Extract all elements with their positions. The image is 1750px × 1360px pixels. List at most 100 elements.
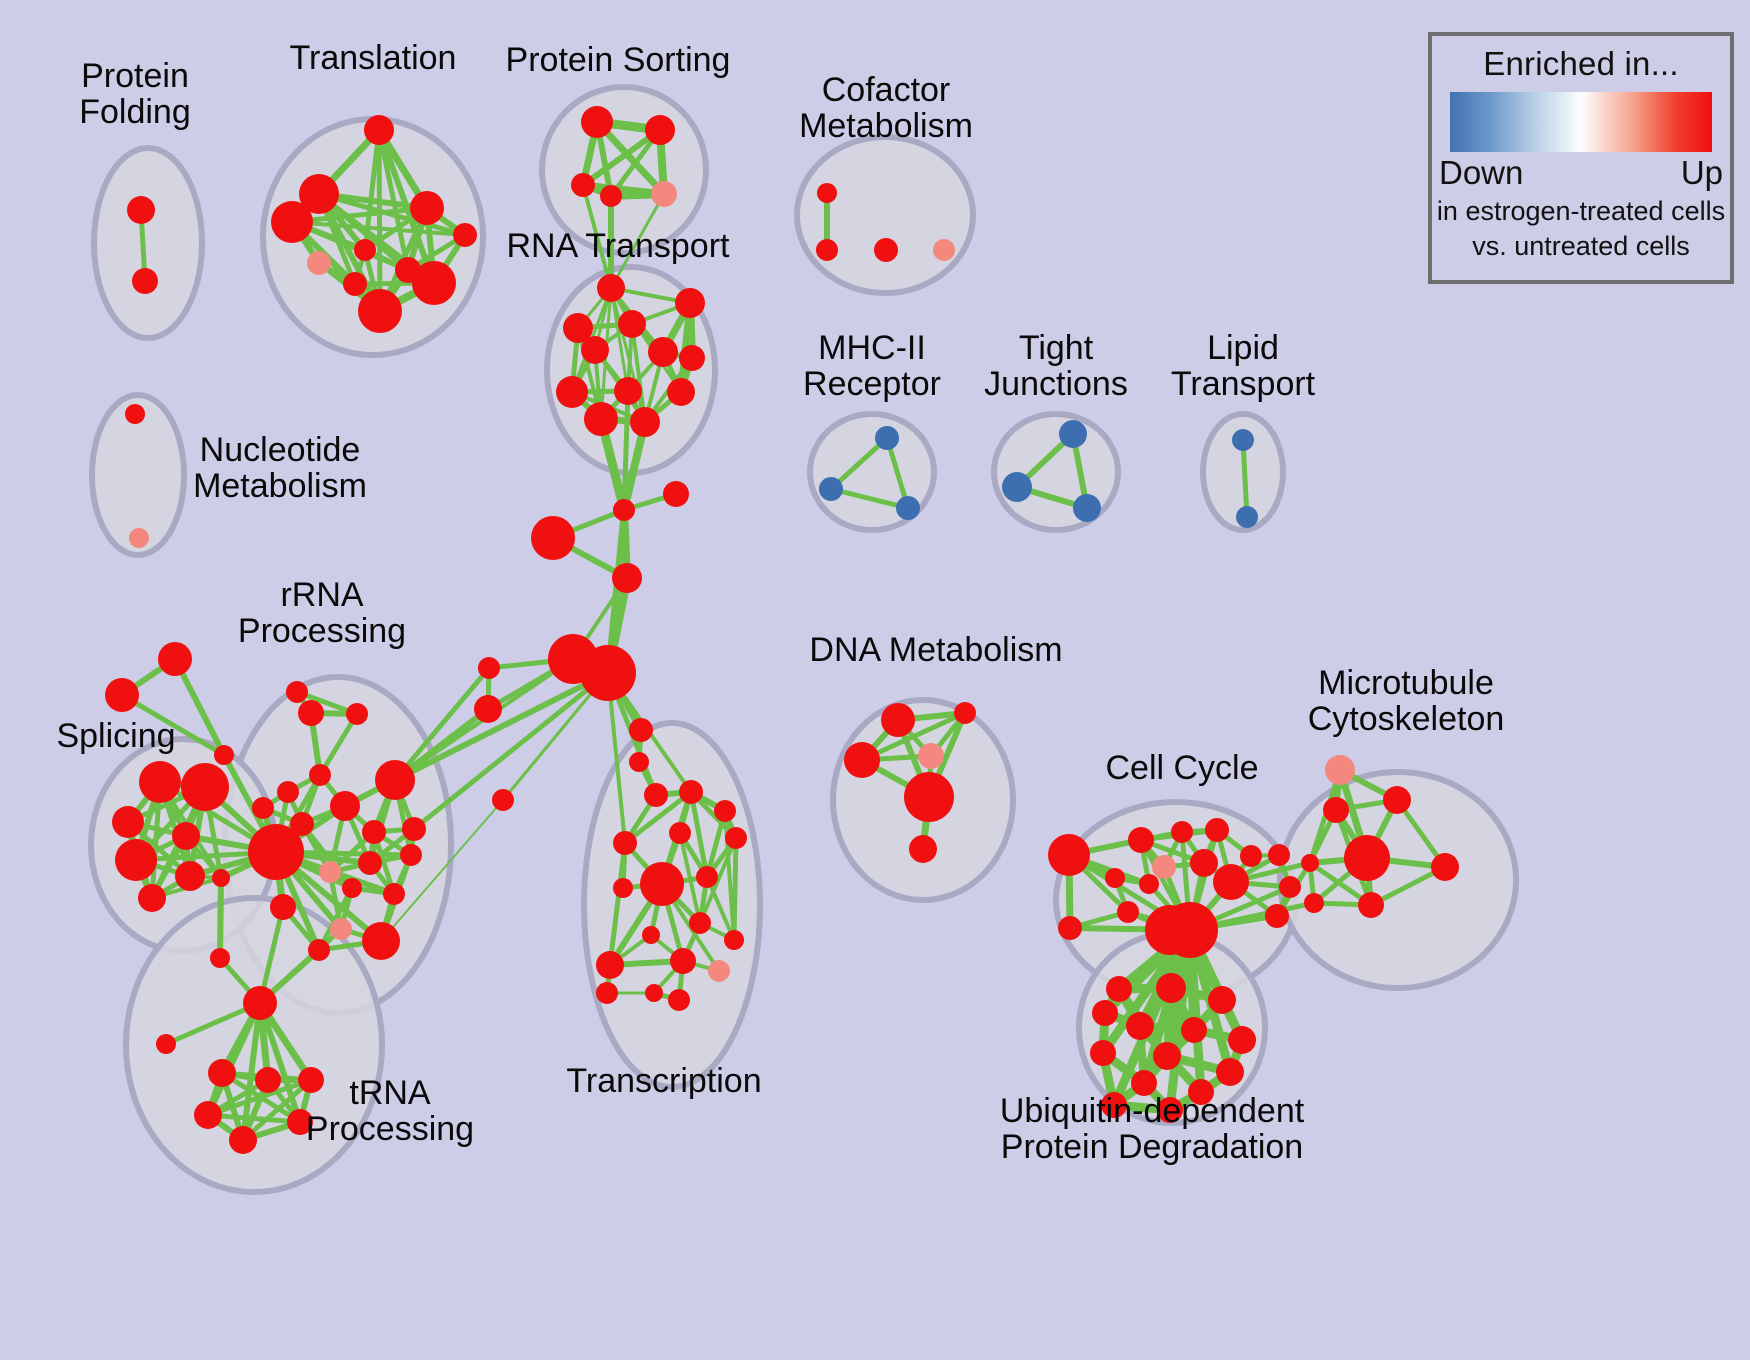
- gene-set-node[interactable]: [614, 377, 642, 405]
- edge[interactable]: [622, 789, 694, 846]
- edge[interactable]: [119, 692, 227, 758]
- gene-set-node[interactable]: [208, 1059, 236, 1087]
- edge[interactable]: [316, 191, 468, 238]
- gene-set-node[interactable]: [255, 1067, 281, 1093]
- gene-set-node[interactable]: [613, 878, 633, 898]
- gene-set-node[interactable]: [817, 183, 837, 203]
- gene-set-node[interactable]: [343, 272, 367, 296]
- gene-set-node[interactable]: [229, 1126, 257, 1154]
- gene-set-node[interactable]: [1304, 893, 1324, 913]
- gene-set-node[interactable]: [298, 700, 324, 726]
- edge[interactable]: [380, 799, 504, 942]
- gene-set-node[interactable]: [933, 239, 955, 261]
- gene-set-node[interactable]: [290, 812, 314, 836]
- gene-set-node[interactable]: [629, 752, 649, 772]
- gene-set-node[interactable]: [181, 763, 229, 811]
- gene-set-node[interactable]: [330, 918, 352, 940]
- edge[interactable]: [688, 789, 710, 880]
- gene-set-node[interactable]: [175, 861, 205, 891]
- gene-set-node[interactable]: [675, 288, 705, 318]
- edge[interactable]: [1165, 925, 1195, 1115]
- cluster-ellipse-nucleotide-metabolism[interactable]: [89, 392, 187, 558]
- edge[interactable]: [392, 665, 492, 783]
- gene-set-node[interactable]: [138, 884, 166, 912]
- gene-set-node[interactable]: [1208, 986, 1236, 1014]
- gene-set-node[interactable]: [679, 780, 703, 804]
- gene-set-node[interactable]: [1131, 1070, 1157, 1096]
- edge[interactable]: [621, 388, 631, 513]
- gene-set-node[interactable]: [298, 1067, 324, 1093]
- gene-set-node[interactable]: [725, 827, 747, 849]
- gene-set-node[interactable]: [618, 310, 646, 338]
- edge[interactable]: [205, 1077, 314, 1118]
- gene-set-node[interactable]: [402, 817, 426, 841]
- gene-set-node[interactable]: [571, 173, 595, 197]
- edge[interactable]: [581, 183, 613, 290]
- gene-set-node[interactable]: [1105, 868, 1125, 888]
- edge[interactable]: [217, 875, 224, 961]
- gene-set-node[interactable]: [816, 239, 838, 261]
- gene-set-node[interactable]: [1265, 904, 1289, 928]
- edge[interactable]: [163, 1000, 263, 1047]
- gene-set-node[interactable]: [714, 800, 736, 822]
- edge[interactable]: [630, 322, 647, 424]
- gene-set-node[interactable]: [600, 185, 622, 207]
- gene-set-node[interactable]: [115, 839, 157, 881]
- gene-set-node[interactable]: [904, 772, 954, 822]
- cluster-ellipse-microtubule-cytoskeleton[interactable]: [1277, 769, 1519, 991]
- gene-set-node[interactable]: [1171, 821, 1193, 843]
- gene-set-node[interactable]: [1145, 905, 1195, 955]
- gene-set-node[interactable]: [299, 174, 339, 214]
- cluster-ellipse-protein-sorting[interactable]: [539, 84, 709, 256]
- gene-set-node[interactable]: [453, 223, 477, 247]
- gene-set-node[interactable]: [1358, 892, 1384, 918]
- gene-set-node[interactable]: [271, 201, 313, 243]
- gene-set-node[interactable]: [129, 528, 149, 548]
- gene-set-node[interactable]: [1073, 494, 1101, 522]
- edge[interactable]: [257, 926, 344, 1006]
- edge[interactable]: [289, 205, 430, 225]
- gene-set-node[interactable]: [918, 743, 944, 769]
- gene-set-node[interactable]: [954, 702, 976, 724]
- gene-set-node[interactable]: [287, 1109, 313, 1135]
- gene-set-node[interactable]: [1205, 818, 1229, 842]
- gene-set-node[interactable]: [270, 894, 296, 920]
- gene-set-node[interactable]: [875, 426, 899, 450]
- edge[interactable]: [698, 836, 738, 925]
- gene-set-node[interactable]: [1106, 976, 1132, 1002]
- edge[interactable]: [376, 127, 411, 273]
- gene-set-node[interactable]: [478, 657, 500, 679]
- gene-set-node[interactable]: [689, 912, 711, 934]
- gene-set-node[interactable]: [679, 345, 705, 371]
- gene-set-node[interactable]: [881, 703, 915, 737]
- gene-set-node[interactable]: [308, 939, 330, 961]
- gene-set-node[interactable]: [819, 477, 843, 501]
- gene-set-node[interactable]: [243, 986, 277, 1020]
- gene-set-node[interactable]: [1139, 874, 1159, 894]
- gene-set-node[interactable]: [1090, 1040, 1116, 1066]
- gene-set-node[interactable]: [580, 645, 636, 701]
- cluster-ellipse-protein-folding[interactable]: [91, 145, 205, 341]
- gene-set-node[interactable]: [1128, 827, 1154, 853]
- gene-set-node[interactable]: [708, 960, 730, 982]
- edge[interactable]: [704, 808, 728, 880]
- gene-set-node[interactable]: [1236, 506, 1258, 528]
- gene-set-node[interactable]: [127, 196, 155, 224]
- gene-set-node[interactable]: [139, 761, 181, 803]
- gene-set-node[interactable]: [358, 289, 402, 333]
- gene-set-node[interactable]: [158, 642, 192, 676]
- gene-set-node[interactable]: [1216, 1058, 1244, 1086]
- gene-set-node[interactable]: [1152, 855, 1176, 879]
- gene-set-node[interactable]: [1092, 1000, 1118, 1026]
- gene-set-node[interactable]: [669, 822, 691, 844]
- gene-set-node[interactable]: [248, 824, 304, 880]
- gene-set-node[interactable]: [1213, 864, 1249, 900]
- gene-set-node[interactable]: [1228, 1026, 1256, 1054]
- gene-set-node[interactable]: [1240, 845, 1262, 867]
- edge[interactable]: [705, 875, 736, 942]
- gene-set-node[interactable]: [194, 1101, 222, 1129]
- edge[interactable]: [290, 220, 467, 237]
- gene-set-node[interactable]: [214, 745, 234, 765]
- gene-set-node[interactable]: [156, 1034, 176, 1054]
- edge[interactable]: [593, 118, 668, 198]
